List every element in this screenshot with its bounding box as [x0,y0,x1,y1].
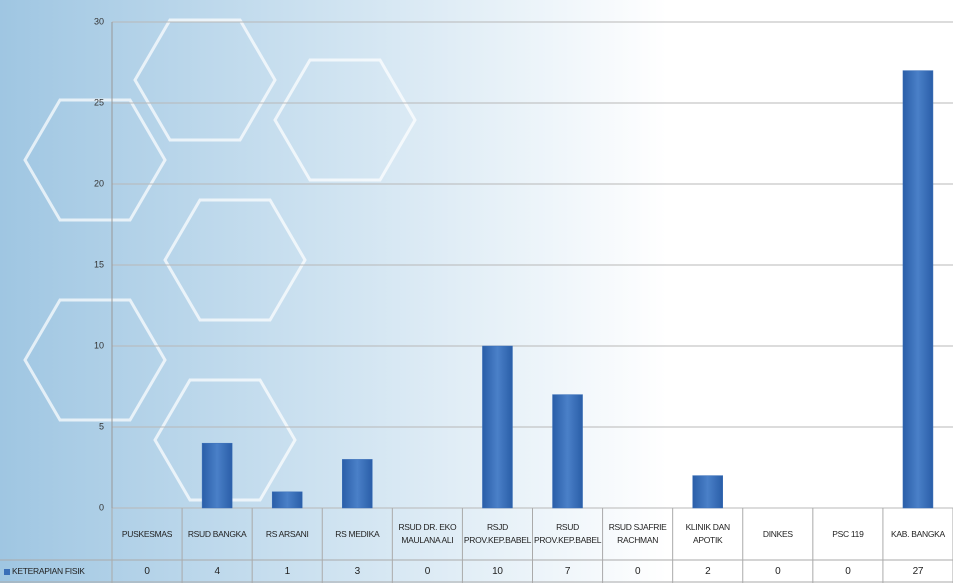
data-label: 2 [705,566,711,577]
x-tick-label: KAB. BANGKA [891,528,945,539]
y-tick-label: 15 [94,259,104,269]
y-tick-label: 5 [99,421,104,431]
x-tick-label: PSC 119 [832,528,864,539]
bar [552,394,583,509]
data-label: 0 [775,566,781,577]
bar [271,491,303,509]
bar [692,475,723,509]
data-label: 0 [634,566,641,577]
data-label: 10 [492,566,503,577]
data-label: 3 [354,566,361,577]
y-tick-label: 25 [94,97,104,107]
x-tick-label: KLINIK DAN APOTIK [685,522,731,545]
y-tick-label: 10 [94,340,104,350]
legend-entry: KETERAPIAN FISIK [0,560,112,583]
data-label: 4 [214,566,220,577]
data-label: 7 [564,566,571,577]
y-tick-label: 20 [94,178,104,188]
bar [482,345,513,509]
hexagon-decor [23,18,417,502]
x-tick-label: RS MEDIKA [335,528,380,539]
bar [902,70,934,509]
x-tick-label: RSJD PROV.KEP.BABEL [463,522,532,545]
data-label: 0 [424,566,431,577]
legend-label: KETERAPIAN FISIK [12,566,85,577]
x-tick-label: RS ARSANI [265,528,309,539]
data-label: 0 [845,566,851,577]
data-label: 1 [284,566,291,577]
data-label: 27 [912,566,924,577]
legend-swatch [4,568,10,575]
bar [342,459,373,509]
bar [201,442,233,509]
x-tick-label: RSUD DR. EKO MAULANA ALI [398,522,457,545]
x-tick-label: RSUD SJAFRIE RACHMAN [608,522,667,545]
x-tick-label: PUSKESMAS [121,528,173,539]
x-tick-label: DINKES [762,528,793,539]
data-label: 0 [144,566,150,577]
y-tick-label: 0 [99,502,104,512]
x-tick-label: RSUD PROV.KEP.BABEL [533,522,602,545]
x-tick-label: RSUD BANGKA [187,528,247,539]
y-tick-label: 30 [94,16,104,26]
